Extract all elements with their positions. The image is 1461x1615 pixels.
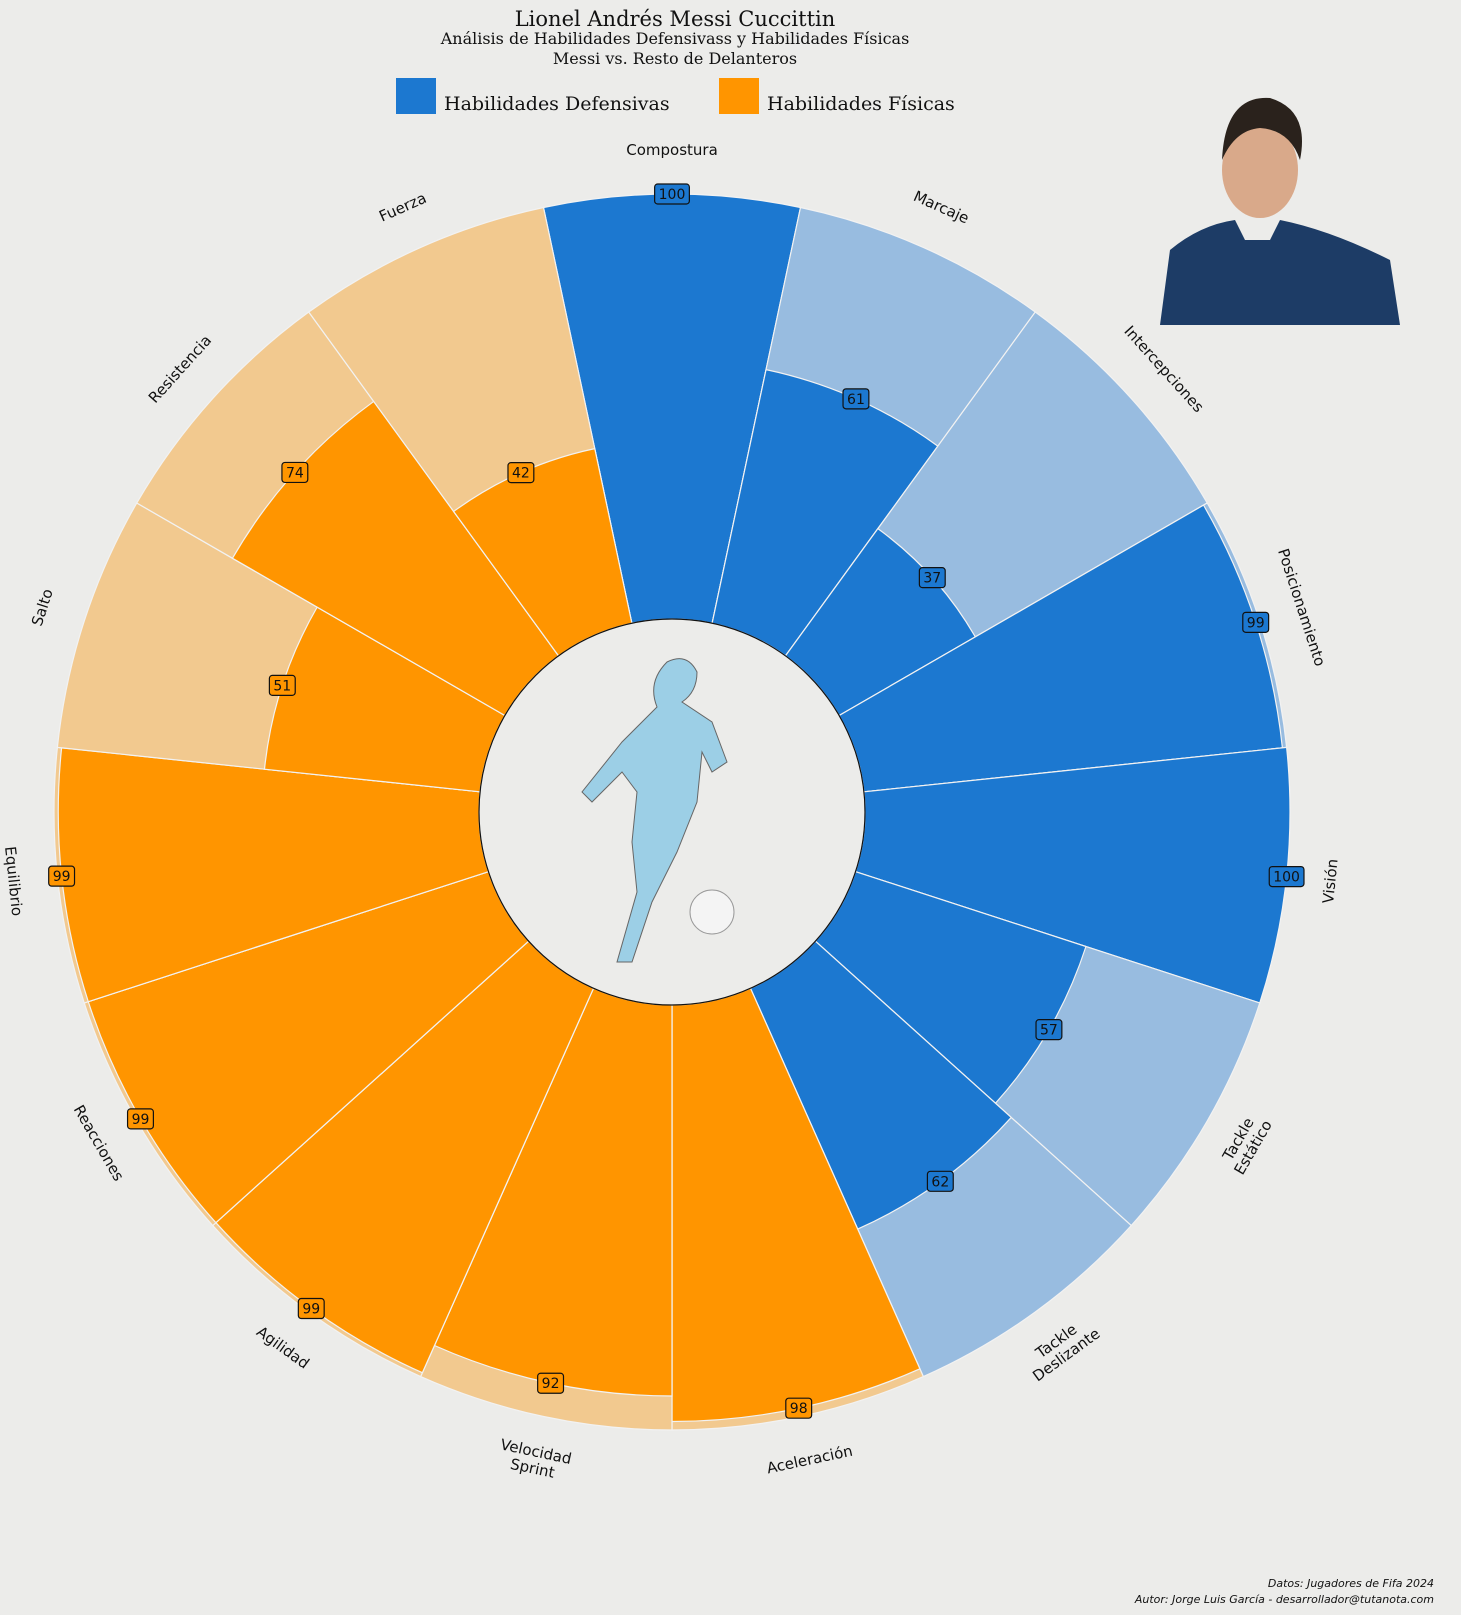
- value-label: 100: [659, 187, 686, 203]
- value-label-box: [507, 462, 535, 484]
- legend-label: Habilidades Físicas: [767, 93, 955, 115]
- value-label: 99: [1247, 615, 1265, 631]
- figure: [581, 658, 728, 963]
- legend-swatch: [396, 78, 436, 114]
- value-label: 92: [542, 1376, 560, 1392]
- chart-subtitle: Análisis de Habilidades Defensivass y Ha…: [440, 29, 910, 48]
- value-label-box: [126, 1108, 154, 1130]
- photo-placeholder: [1160, 97, 1400, 325]
- legend-swatch: [719, 78, 759, 114]
- value-label: 62: [931, 1174, 949, 1190]
- value-label-box: [918, 567, 946, 589]
- value-label-box: [1035, 1019, 1063, 1041]
- value-label-box: [297, 1297, 325, 1320]
- value-label-box: [281, 461, 309, 484]
- value-label-box: [1242, 611, 1270, 633]
- value-label: 100: [1273, 870, 1300, 886]
- player-figure: [581, 658, 735, 963]
- value-label-box: [1268, 865, 1305, 888]
- value-label: 61: [847, 392, 865, 408]
- footer: Autor: Jorge Luis García - desarrollador…: [1134, 1593, 1434, 1606]
- value-label: 74: [286, 465, 304, 481]
- value-label-box: [48, 865, 76, 887]
- value-label: 99: [302, 1302, 320, 1318]
- value-label: 51: [273, 678, 291, 694]
- value-label: 37: [923, 571, 941, 587]
- footer: Datos: Jugadores de Fifa 2024: [1268, 1577, 1434, 1590]
- value-label: 98: [790, 1401, 808, 1417]
- ball: [689, 889, 735, 935]
- value-label: 42: [512, 466, 530, 482]
- value-label-box: [268, 674, 296, 696]
- category-label: Visión: [1319, 858, 1342, 904]
- value-label: 99: [132, 1112, 150, 1128]
- value-label-box: [537, 1372, 565, 1394]
- value-label: 99: [53, 869, 71, 885]
- category-label: Compostura: [626, 141, 718, 159]
- value-label-box: [654, 183, 690, 205]
- value-label-box: [926, 1170, 954, 1192]
- chart-title: Lionel Andrés Messi Cuccittin: [515, 7, 836, 31]
- value-label-box: [842, 388, 870, 410]
- legend-label: Habilidades Defensivas: [444, 93, 670, 115]
- chart-subtitle: Messi vs. Resto de Delanteros: [553, 49, 797, 68]
- value-label: 57: [1040, 1023, 1058, 1039]
- value-label-box: [785, 1397, 813, 1419]
